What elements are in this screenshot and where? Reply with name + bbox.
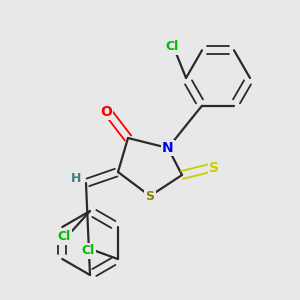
Text: S: S <box>146 190 154 202</box>
Text: O: O <box>100 105 112 119</box>
Text: Cl: Cl <box>57 230 70 244</box>
Text: H: H <box>71 172 81 185</box>
Text: S: S <box>209 161 219 175</box>
Text: Cl: Cl <box>165 40 178 53</box>
Text: Cl: Cl <box>81 244 94 257</box>
Text: N: N <box>162 141 174 155</box>
